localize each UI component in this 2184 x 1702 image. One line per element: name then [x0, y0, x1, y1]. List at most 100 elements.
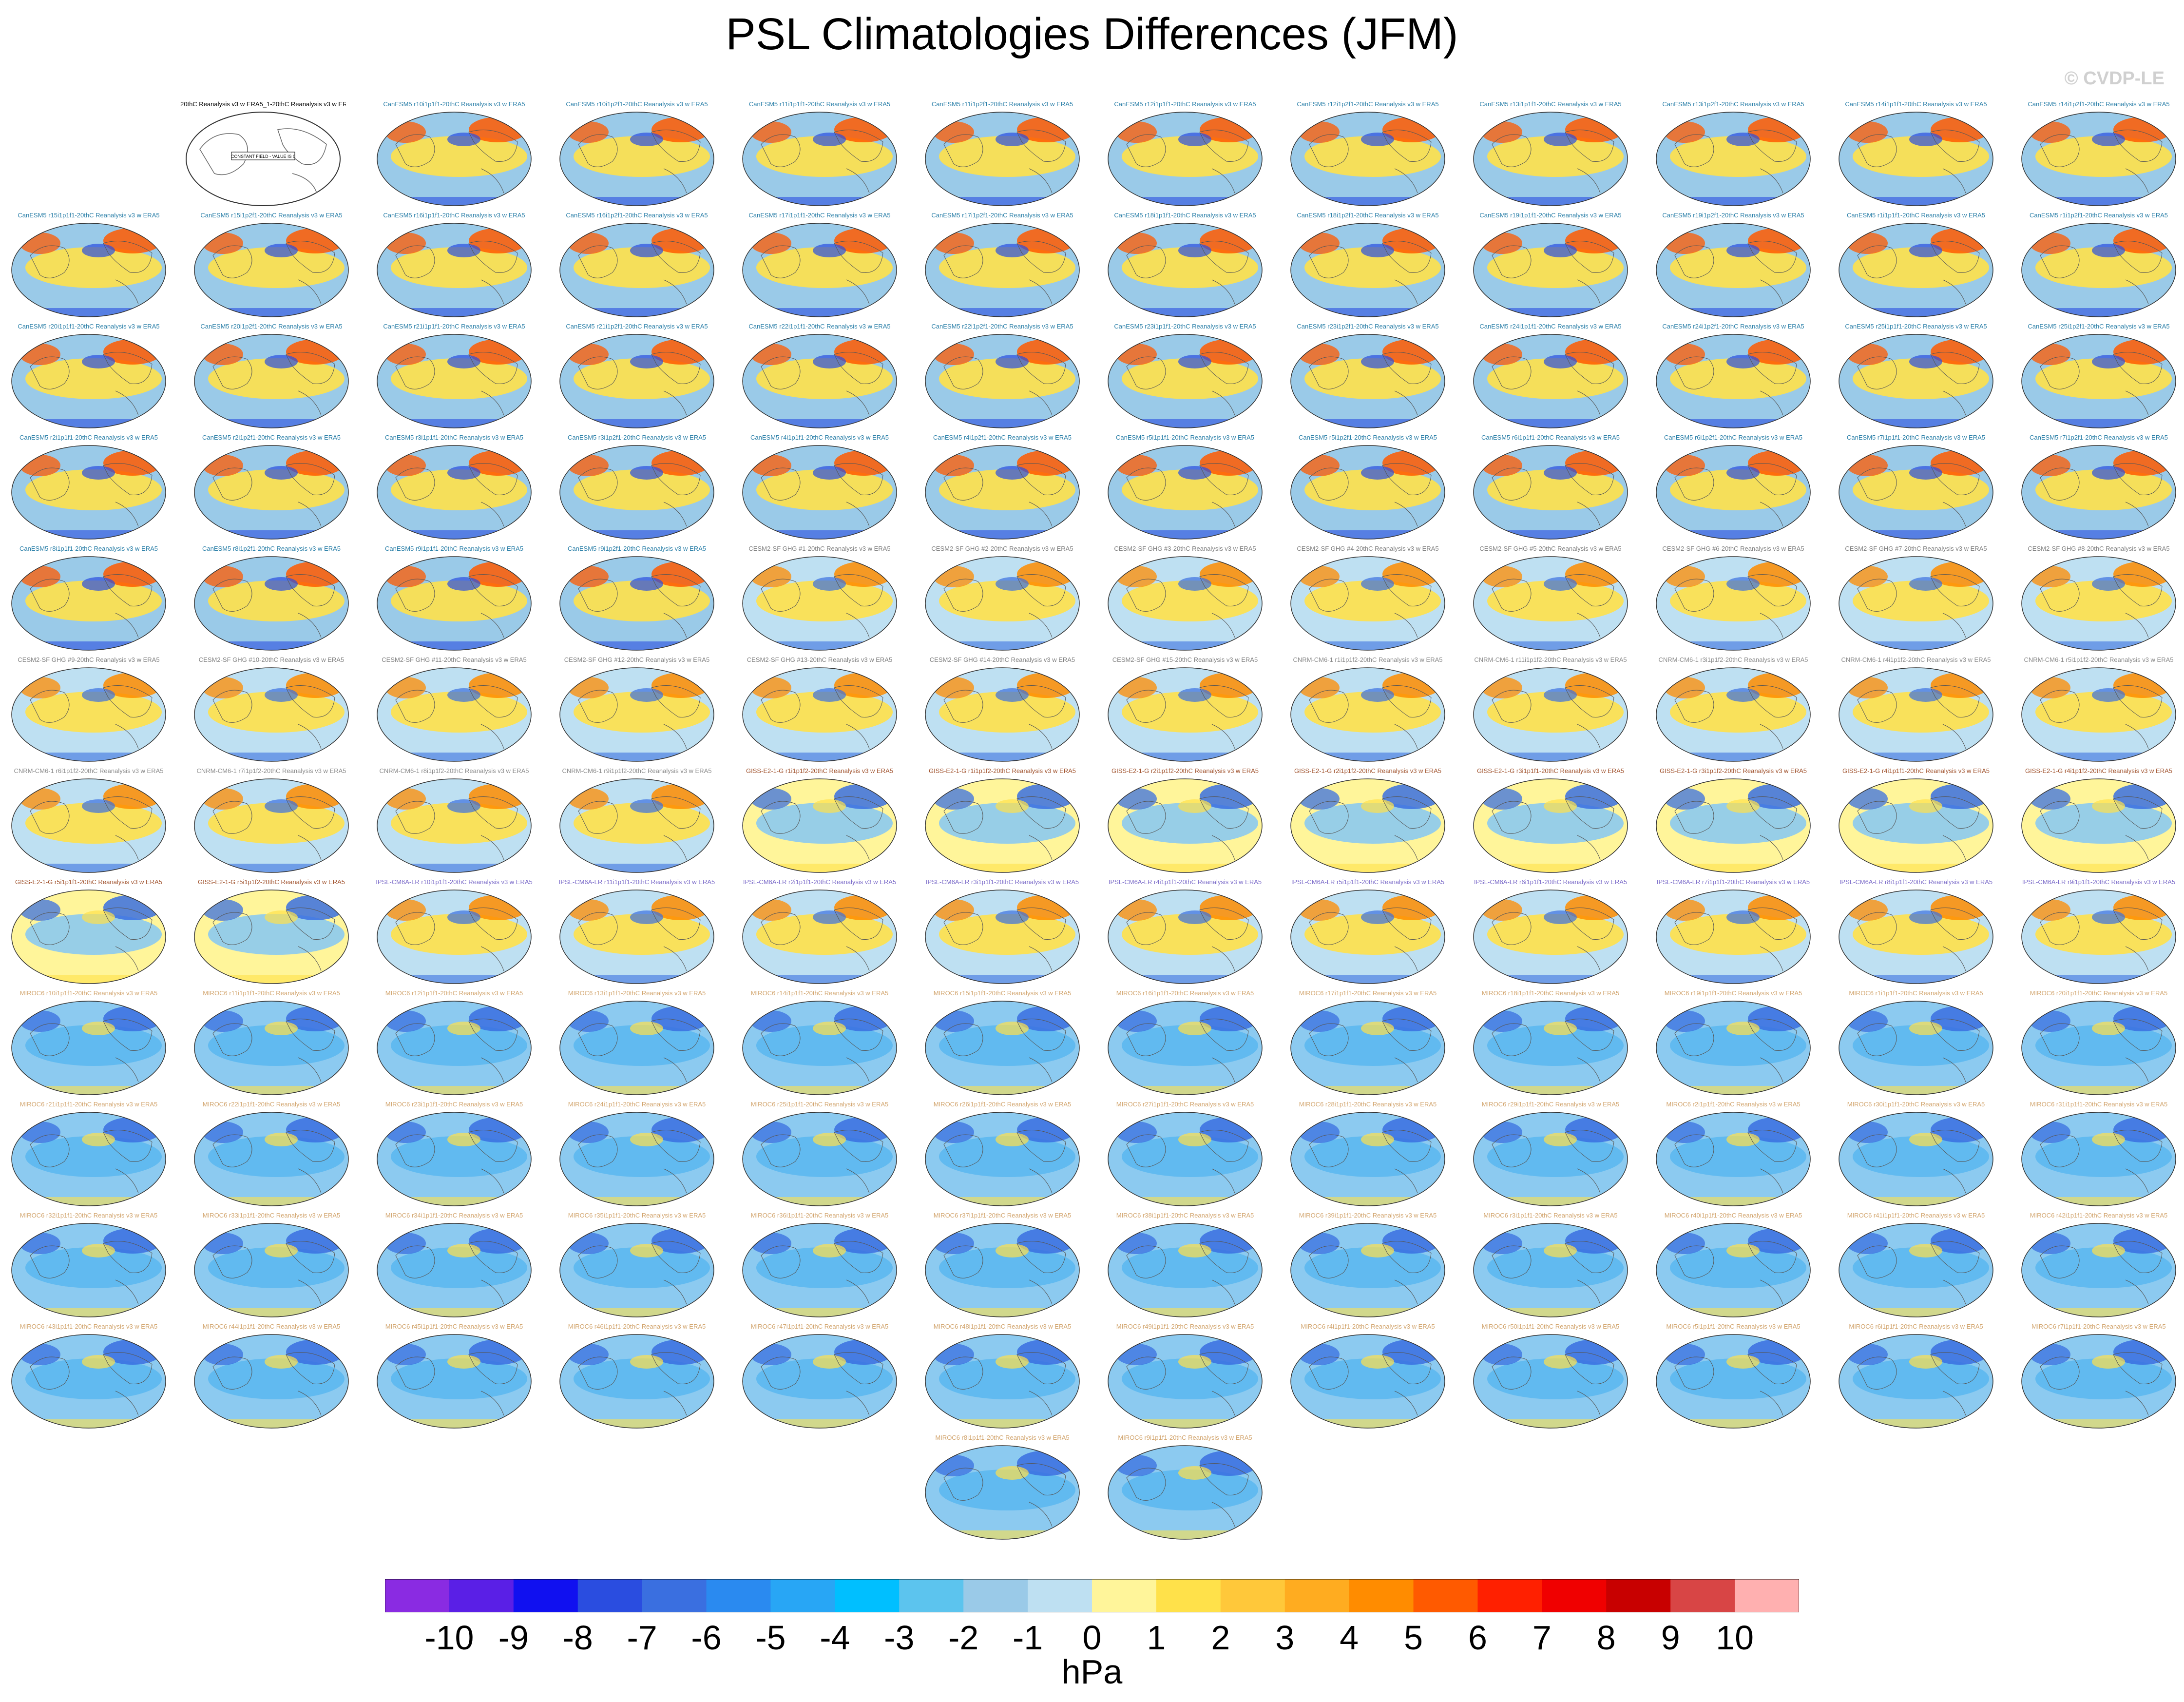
- panel-title: GISS-E2-1-G r3i1p1f1-20thC Reanalysis v3…: [1476, 767, 1624, 774]
- difference-map: [1656, 778, 1811, 873]
- difference-map: [377, 1112, 532, 1206]
- panel-title: CESM2-SF GHG #4-20thC Reanalysis v3 w ER…: [1297, 545, 1439, 552]
- panel-title: MIROC6 r18i1p1f1-20thC Reanalysis v3 w E…: [1481, 989, 1620, 997]
- map-panel: CanESM5 r15i1p2f1-20thC Reanalysis v3 w …: [189, 212, 354, 323]
- map-panel: MIROC6 r38i1p1f1-20thC Reanalysis v3 w E…: [1102, 1212, 1268, 1323]
- difference-map: [1108, 667, 1263, 762]
- map-panel: IPSL-CM6A-LR r9i1p1f1-20thC Reanalysis v…: [2016, 878, 2182, 989]
- panel-title: GISS-E2-1-G r4i1p1f1-20thC Reanalysis v3…: [1842, 767, 1990, 774]
- difference-map: [925, 778, 1080, 873]
- panel-title: CNRM-CM6-1 r4i1p1f2-20thC Reanalysis v3 …: [1841, 656, 1991, 663]
- map-panel: CanESM5 r17i1p2f1-20thC Reanalysis v3 w …: [920, 212, 1085, 323]
- map-panel: GISS-E2-1-G r4i1p1f1-20thC Reanalysis v3…: [1833, 767, 1999, 878]
- difference-map: [377, 1334, 532, 1429]
- difference-map: [1839, 556, 1993, 651]
- panel-title: MIROC6 r4i1p1f1-20thC Reanalysis v3 w ER…: [1301, 1323, 1435, 1330]
- panel-title: MIROC6 r25i1p1f1-20thC Reanalysis v3 w E…: [750, 1101, 889, 1108]
- map-panel: MIROC6 r43i1p1f1-20thC Reanalysis v3 w E…: [6, 1323, 172, 1434]
- difference-map: [1473, 445, 1628, 540]
- map-panel: MIROC6 r49i1p1f1-20thC Reanalysis v3 w E…: [1102, 1323, 1268, 1434]
- difference-map: [1108, 778, 1263, 873]
- panel-title: IPSL-CM6A-LR r3i1p1f1-20thC Reanalysis v…: [925, 878, 1079, 886]
- map-panel: CanESM5 r5i1p2f1-20thC Reanalysis v3 w E…: [1285, 434, 1451, 545]
- colorbar-swatch: [963, 1579, 1028, 1612]
- map-panel: CanESM5 r19i1p1f1-20thC Reanalysis v3 w …: [1468, 212, 1633, 323]
- map-panel: IPSL-CM6A-LR r4i1p1f1-20thC Reanalysis v…: [1102, 878, 1268, 989]
- difference-map: [2021, 112, 2176, 206]
- map-panel: IPSL-CM6A-LR r11i1p1f1-20thC Reanalysis …: [554, 878, 720, 989]
- difference-map: [1473, 667, 1628, 762]
- colorbar-swatch: [1477, 1579, 1542, 1612]
- panel-title: IPSL-CM6A-LR r6i1p1f1-20thC Reanalysis v…: [1474, 878, 1628, 886]
- panel-title: CanESM5 r4i1p1f1-20thC Reanalysis v3 w E…: [750, 434, 889, 441]
- map-panel: MIROC6 r12i1p1f1-20thC Reanalysis v3 w E…: [371, 989, 537, 1101]
- panel-title: MIROC6 r14i1p1f1-20thC Reanalysis v3 w E…: [750, 989, 889, 997]
- panel-title: GISS-E2-1-G r2i1p1f2-20thC Reanalysis v3…: [1294, 767, 1441, 774]
- panel-title: CanESM5 r25i1p1f1-20thC Reanalysis v3 w …: [1845, 323, 1987, 330]
- difference-map: [1473, 1001, 1628, 1095]
- panel-title: IPSL-CM6A-LR r9i1p1f1-20thC Reanalysis v…: [2022, 878, 2176, 886]
- panel-title: CESM2-SF GHG #3-20thC Reanalysis v3 w ER…: [1114, 545, 1256, 552]
- colorbar-swatch: [1413, 1579, 1478, 1612]
- map-panel: GISS-E2-1-G r3i1p1f2-20thC Reanalysis v3…: [1650, 767, 1816, 878]
- watermark: © CVDP-LE: [2064, 68, 2165, 89]
- panel-title: IPSL-CM6A-LR r10i1p1f1-20thC Reanalysis …: [376, 878, 533, 886]
- panel-title: CanESM5 r14i1p2f1-20thC Reanalysis v3 w …: [2028, 100, 2170, 108]
- map-panel: CanESM5 r20i1p1f1-20thC Reanalysis v3 w …: [6, 323, 172, 434]
- panel-title: MIROC6 r15i1p1f1-20thC Reanalysis v3 w E…: [933, 989, 1072, 997]
- map-panel: MIROC6 r27i1p1f1-20thC Reanalysis v3 w E…: [1102, 1101, 1268, 1212]
- panel-title: MIROC6 r7i1p1f1-20thC Reanalysis v3 w ER…: [2031, 1323, 2166, 1330]
- map-panel: CanESM5 r11i1p2f1-20thC Reanalysis v3 w …: [920, 100, 1085, 212]
- colorbar-swatch: [513, 1579, 578, 1612]
- map-panel: MIROC6 r20i1p1f1-20thC Reanalysis v3 w E…: [2016, 989, 2182, 1101]
- panel-title: CESM2-SF GHG #8-20thC Reanalysis v3 w ER…: [2028, 545, 2170, 552]
- colorbar-units: hPa: [1061, 1653, 1123, 1691]
- map-panel: MIROC6 r14i1p1f1-20thC Reanalysis v3 w E…: [737, 989, 902, 1101]
- difference-map: [11, 445, 166, 540]
- map-panel: CanESM5 r3i1p2f1-20thC Reanalysis v3 w E…: [554, 434, 720, 545]
- difference-map: [1656, 1223, 1811, 1317]
- panel-title: MIROC6 r10i1p1f1-20thC Reanalysis v3 w E…: [19, 989, 158, 997]
- difference-map: [925, 556, 1080, 651]
- difference-map: [1290, 334, 1445, 428]
- map-panel: CanESM5 r5i1p1f1-20thC Reanalysis v3 w E…: [1102, 434, 1268, 545]
- panel-title: GISS-E2-1-G r1i1p1f2-20thC Reanalysis v3…: [928, 767, 1076, 774]
- map-panel: GISS-E2-1-G r2i1p1f2-20thC Reanalysis v3…: [1285, 767, 1451, 878]
- panel-title: CanESM5 r10i1p2f1-20thC Reanalysis v3 w …: [566, 100, 708, 108]
- difference-map: [559, 223, 714, 317]
- map-panel: CESM2-SF GHG #8-20thC Reanalysis v3 w ER…: [2016, 545, 2182, 656]
- panel-title: MIROC6 r24i1p1f1-20thC Reanalysis v3 w E…: [568, 1101, 706, 1108]
- difference-map: [194, 334, 349, 428]
- colorbar-tick-label: 4: [1340, 1619, 1359, 1657]
- colorbar-swatch: [1542, 1579, 1607, 1612]
- panel-title: CanESM5 r15i1p2f1-20thC Reanalysis v3 w …: [200, 212, 343, 219]
- map-panel: MIROC6 r23i1p1f1-20thC Reanalysis v3 w E…: [371, 1101, 537, 1212]
- panel-title: MIROC6 r28i1p1f1-20thC Reanalysis v3 w E…: [1299, 1101, 1437, 1108]
- colorbar-swatch: [1092, 1579, 1157, 1612]
- panel-title: CanESM5 r21i1p2f1-20thC Reanalysis v3 w …: [566, 323, 708, 330]
- difference-map: [194, 1334, 349, 1429]
- difference-map: [742, 445, 897, 540]
- difference-map: [1473, 223, 1628, 317]
- difference-map: [377, 334, 532, 428]
- difference-map: [377, 1223, 532, 1317]
- panel-title: MIROC6 r33i1p1f1-20thC Reanalysis v3 w E…: [202, 1212, 341, 1219]
- difference-map: [194, 890, 349, 984]
- colorbar-swatch: [1349, 1579, 1414, 1612]
- difference-map: [742, 223, 897, 317]
- panel-title: CanESM5 r20i1p2f1-20thC Reanalysis v3 w …: [200, 323, 343, 330]
- difference-map: [2021, 334, 2176, 428]
- panel-title: 20thC Reanalysis v3 w ERA5_1-20thC Reana…: [180, 100, 346, 108]
- panel-title: MIROC6 r48i1p1f1-20thC Reanalysis v3 w E…: [933, 1323, 1072, 1330]
- colorbar-swatch: [577, 1579, 643, 1612]
- map-panel: MIROC6 r6i1p1f1-20thC Reanalysis v3 w ER…: [1833, 1323, 1999, 1434]
- panel-title: IPSL-CM6A-LR r2i1p1f1-20thC Reanalysis v…: [743, 878, 897, 886]
- difference-map: [1290, 890, 1445, 984]
- map-panel: MIROC6 r9i1p1f1-20thC Reanalysis v3 w ER…: [1102, 1434, 1268, 1545]
- map-panel: CNRM-CM6-1 r6i1p1f2-20thC Reanalysis v3 …: [6, 767, 172, 878]
- colorbar-tick-label: 8: [1596, 1619, 1616, 1657]
- colorbar-tick-label: -3: [884, 1619, 915, 1657]
- difference-map: [2021, 667, 2176, 762]
- difference-map: [1290, 223, 1445, 317]
- panel-title: MIROC6 r39i1p1f1-20thC Reanalysis v3 w E…: [1299, 1212, 1437, 1219]
